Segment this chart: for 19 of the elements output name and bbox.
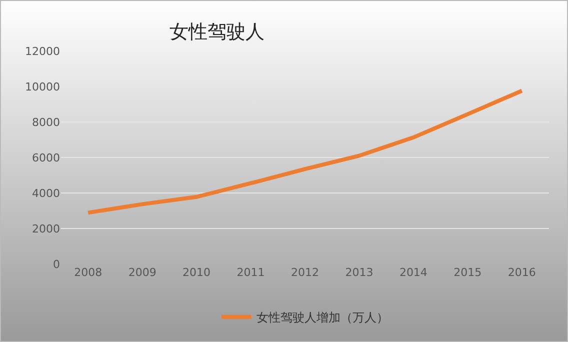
y-tick-label: 2000 — [32, 222, 60, 236]
x-tick-label: 2014 — [399, 266, 428, 279]
y-tick-label: 6000 — [32, 151, 60, 164]
y-tick-label: 12000 — [25, 44, 60, 58]
y-tick-label: 10000 — [25, 80, 60, 94]
x-tick-label: 2013 — [345, 266, 374, 279]
x-tick-label: 2009 — [128, 266, 156, 279]
x-tick-label: 2010 — [182, 266, 211, 279]
x-tick-label: 2011 — [236, 266, 265, 279]
x-tick-label: 2012 — [291, 266, 319, 279]
x-tick-label: 2015 — [454, 266, 482, 279]
x-tick-label: 2008 — [74, 266, 102, 279]
y-tick-label: 8000 — [32, 116, 60, 129]
legend-label: 女性驾驶人增加（万人） — [256, 310, 388, 325]
chart-title: 女性驾驶人 — [169, 21, 264, 44]
line-series — [86, 88, 524, 215]
y-tick-label: 4000 — [32, 186, 60, 200]
y-tick-label: 0 — [53, 258, 60, 271]
x-tick-label: 2016 — [508, 266, 536, 279]
